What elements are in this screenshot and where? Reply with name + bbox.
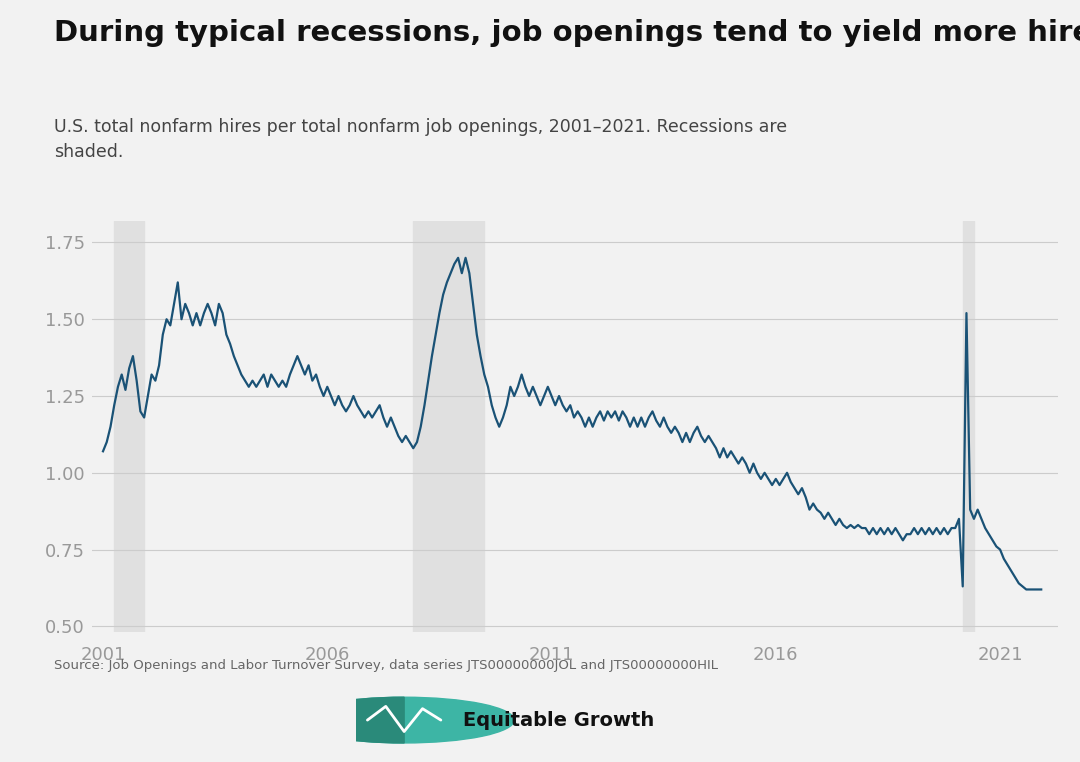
Circle shape	[294, 697, 514, 743]
Text: Source: Job Openings and Labor Turnover Survey, data series JTS00000000JOL and J: Source: Job Openings and Labor Turnover …	[54, 659, 718, 672]
Bar	[114, 221, 144, 632]
Text: U.S. total nonfarm hires per total nonfarm job openings, 2001–2021. Recessions a: U.S. total nonfarm hires per total nonfa…	[54, 118, 787, 161]
Bar	[962, 221, 974, 632]
Wedge shape	[294, 697, 404, 743]
Bar	[414, 221, 484, 632]
Text: During typical recessions, job openings tend to yield more hires: During typical recessions, job openings …	[54, 19, 1080, 47]
Text: Equitable Growth: Equitable Growth	[462, 711, 654, 729]
